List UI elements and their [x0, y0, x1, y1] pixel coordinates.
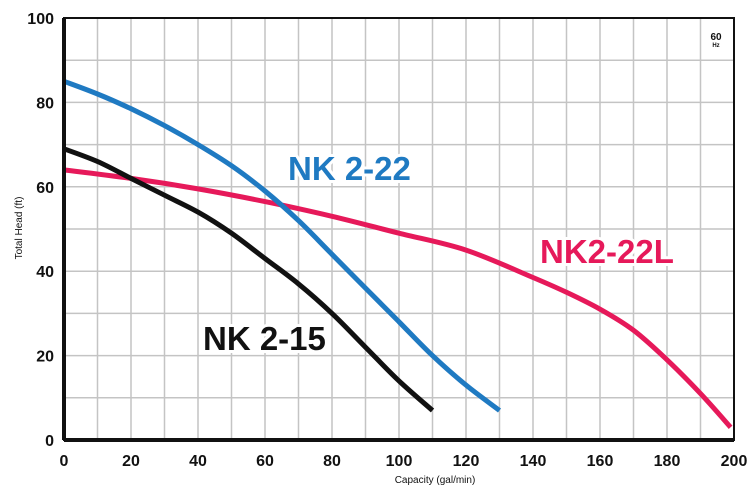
x-tick-label: 60: [256, 453, 274, 470]
x-tick-label: 120: [453, 453, 480, 470]
y-tick-label: 20: [36, 349, 54, 366]
y-axis-ticks: 0 20 40 60 80 100: [27, 11, 54, 450]
frequency-unit: Hz: [712, 43, 719, 49]
frequency-value: 60: [710, 32, 722, 43]
x-tick-label: 80: [323, 453, 341, 470]
series-label-nk2-15: NK 2-15: [203, 320, 326, 357]
y-tick-label: 0: [45, 433, 54, 450]
x-tick-label: 140: [520, 453, 547, 470]
x-tick-label: 20: [122, 453, 140, 470]
x-axis-ticks: 0 20 40 60 80 100 120 140 160 180 200: [60, 453, 748, 470]
y-tick-label: 60: [36, 180, 54, 197]
y-tick-label: 40: [36, 264, 54, 281]
y-tick-label: 80: [36, 95, 54, 112]
plot-frame: [62, 17, 735, 442]
y-tick-label: 100: [27, 11, 54, 28]
series-line-nk-2-22: [63, 78, 502, 413]
x-tick-label: 0: [60, 453, 69, 470]
series-lines: [63, 78, 733, 429]
series-label-nk2-22l: NK2-22L: [540, 233, 674, 270]
x-tick-label: 100: [386, 453, 413, 470]
grid: [63, 17, 735, 441]
x-tick-label: 200: [721, 453, 748, 470]
x-tick-label: 40: [189, 453, 207, 470]
x-axis-title: Capacity (gal/min): [395, 475, 476, 486]
y-axis-title: Total Head (ft): [14, 197, 25, 260]
series-label-nk2-22: NK 2-22: [288, 150, 411, 187]
x-tick-label: 160: [587, 453, 614, 470]
x-tick-label: 180: [654, 453, 681, 470]
series-line-nk2-22l: [63, 167, 733, 429]
series-line-nk-2-15: [63, 146, 435, 413]
